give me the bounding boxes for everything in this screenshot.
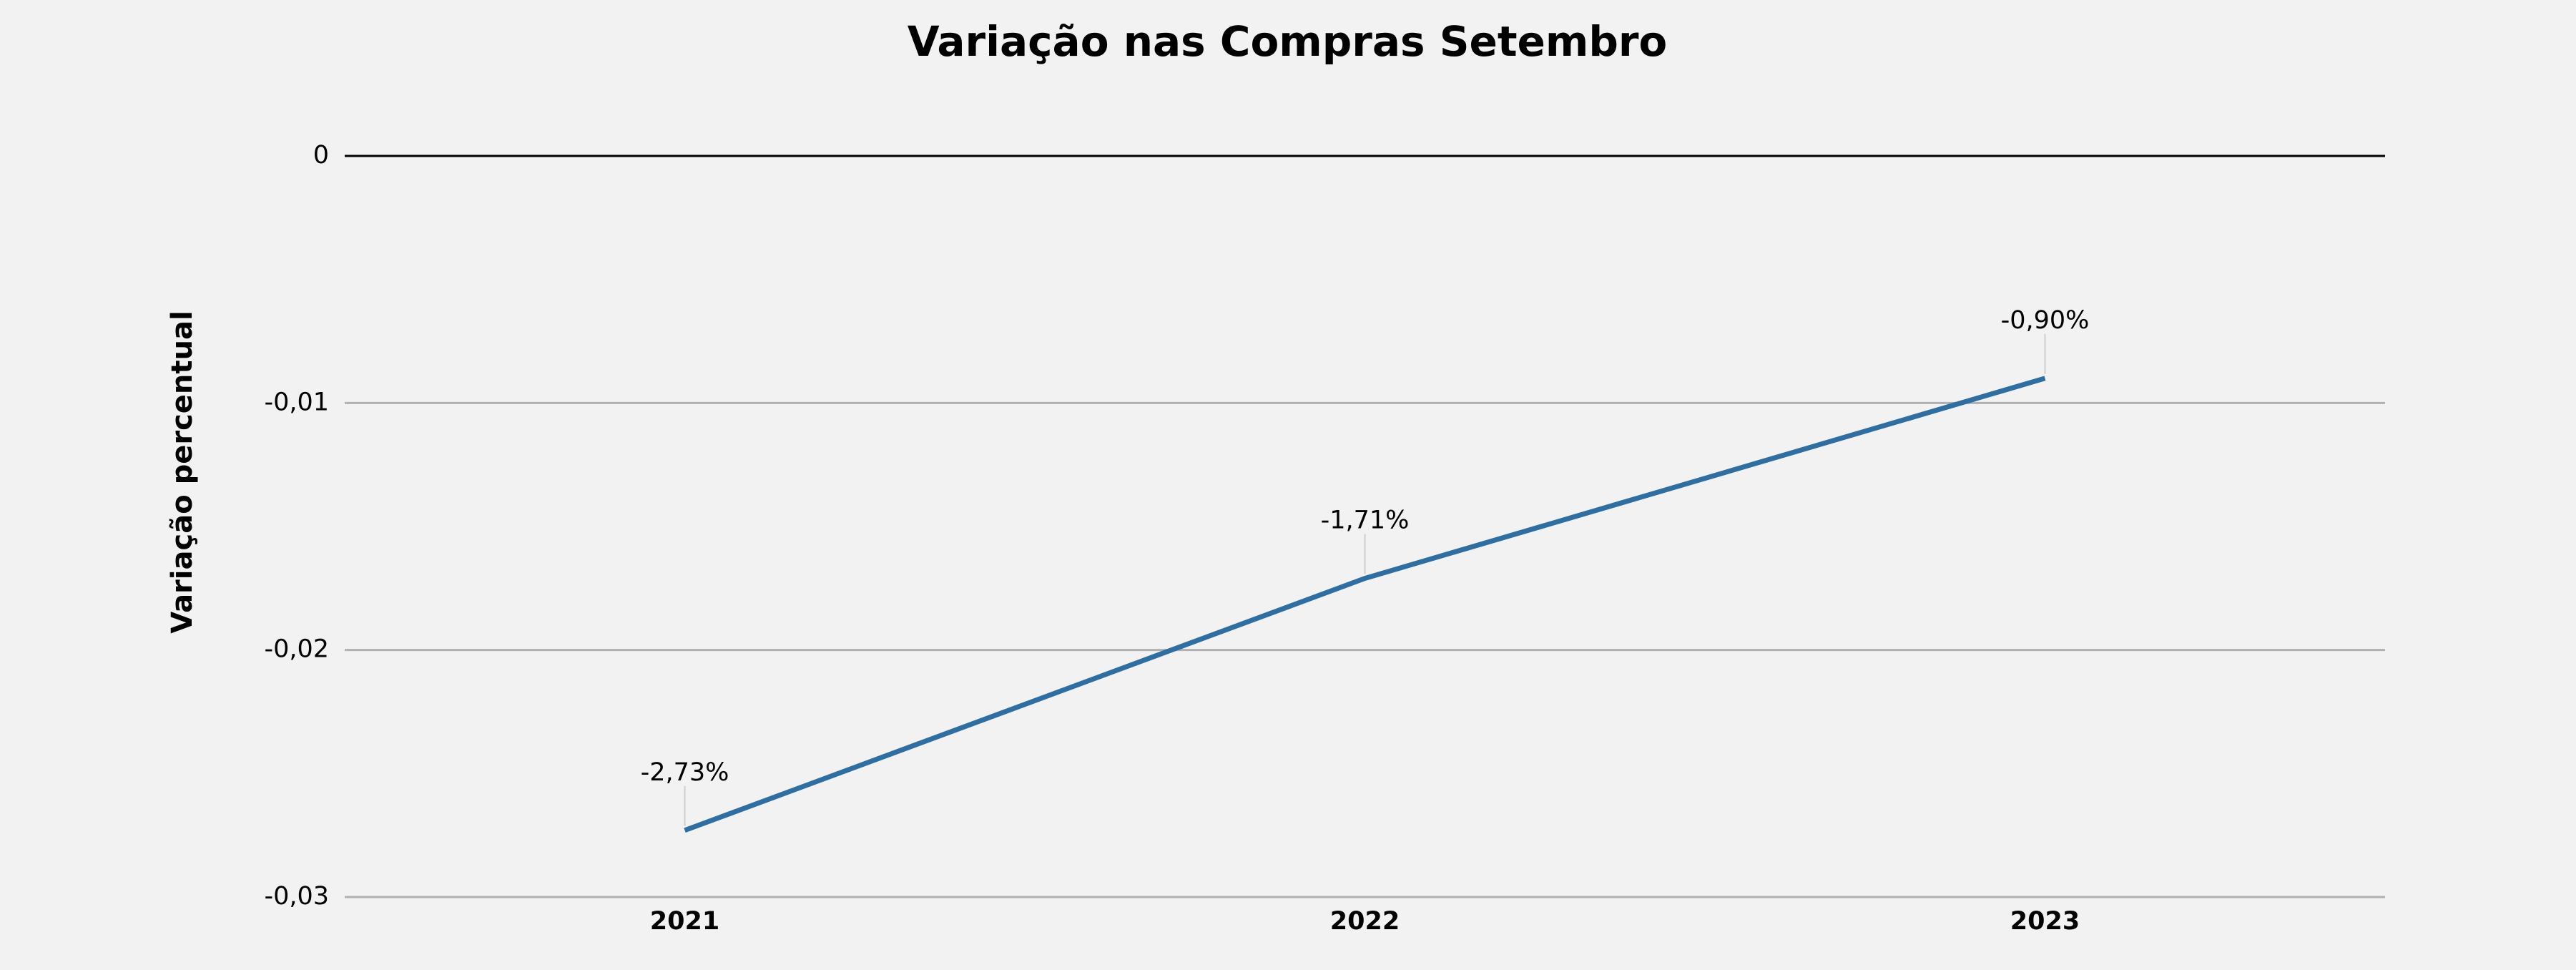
data-label: -1,71% [1321, 506, 1410, 535]
y-tick-label: -0,03 [264, 882, 329, 911]
line [684, 376, 2046, 833]
y-axis-label: Variação percentual [166, 310, 199, 633]
data-label: -0,90% [2001, 306, 2090, 335]
x-tick-label: 2021 [650, 907, 719, 936]
y-tick-label: 0 [313, 141, 329, 170]
y-tick-label: -0,01 [264, 388, 329, 416]
chart-title: Variação nas Compras Setembro [908, 17, 1668, 66]
data-label: -2,73% [641, 758, 729, 787]
x-tick-label: 2023 [2010, 907, 2080, 936]
x-tick-label: 2022 [1330, 907, 1400, 936]
y-tick-label: -0,02 [264, 635, 329, 664]
